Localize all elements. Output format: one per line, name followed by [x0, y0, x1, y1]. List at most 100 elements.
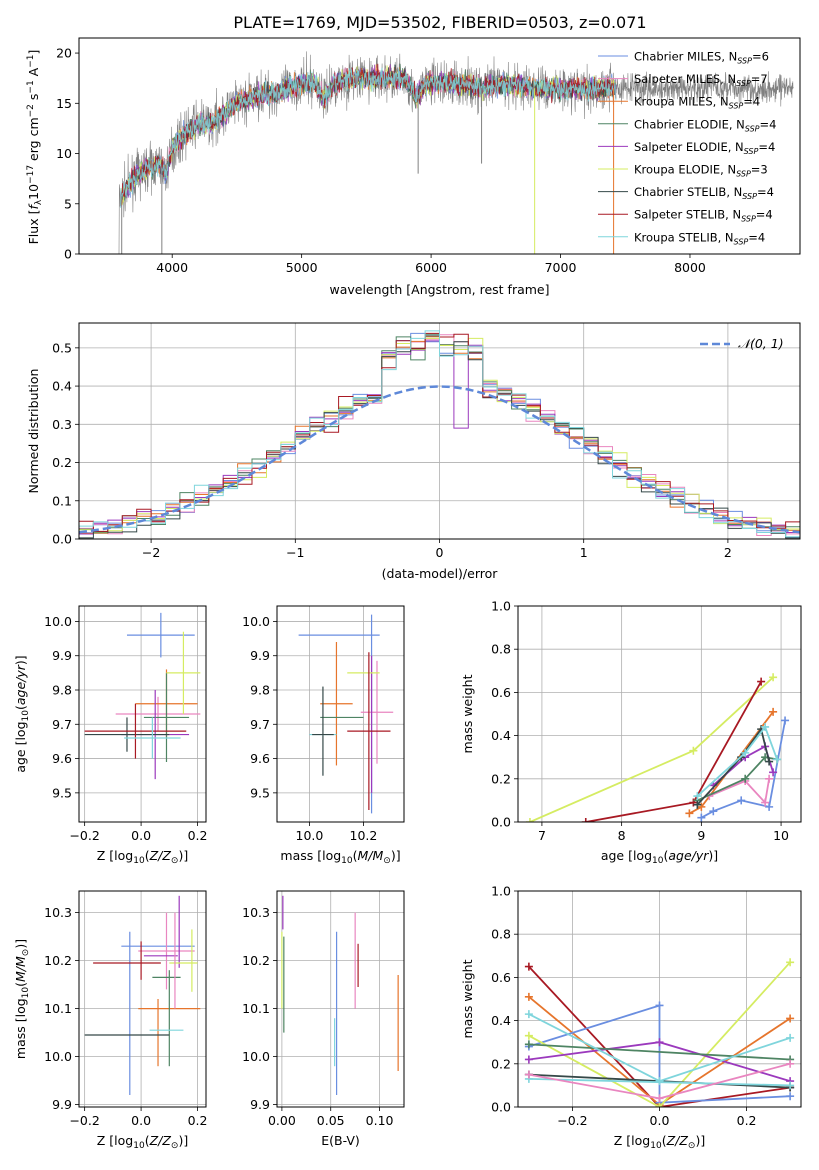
spectrum-frame [78, 37, 801, 255]
series-line [528, 1043, 791, 1061]
mass-vs-z-xlabel-part: ( [145, 1133, 150, 1148]
series-marker [761, 798, 770, 807]
series-chabrier_stelib [693, 725, 774, 809]
legend-label-tail: =4 [743, 95, 760, 109]
age-vs-z-xlabel-part: Z [log [97, 848, 133, 863]
histogram-ylabel: Normed distribution [26, 369, 41, 494]
series-marker [741, 774, 750, 783]
series-marker [524, 992, 533, 1001]
spectrum-ylabel-part: ] [26, 50, 41, 55]
series-marker [757, 677, 766, 686]
weight-vs-age-xlabel-part: ( [663, 848, 668, 863]
spectrum-ylabel-part: −1 [26, 80, 36, 93]
y-tick-label: 10.3 [44, 905, 72, 920]
age-vs-z-xlabel: Z [log10(Z/Z⊙)] [97, 848, 188, 866]
x-tick-label: 7000 [545, 260, 577, 275]
y-tick-label: 15 [56, 96, 72, 111]
age-vs-z-xlabel-part: )] [178, 848, 188, 863]
legend-entry-kroupa_elodie: Kroupa ELODIE, NSSP=3 [598, 163, 768, 179]
legend-label: Chabrier MILES, NSSP=6 [634, 50, 769, 66]
age-vs-z-plot [84, 612, 201, 780]
y-tick-label: 0.0 [491, 815, 511, 830]
weight-vs-z-xlabel-part: Z/Z [666, 1133, 689, 1148]
legend-label-tail: =3 [751, 163, 768, 177]
age-vs-z-frame [78, 605, 207, 823]
mass-vs-z-xlabel-part: )] [178, 1133, 188, 1148]
series-marker [655, 1094, 664, 1103]
y-tick-label: 9.9 [250, 1097, 270, 1112]
series-marker [524, 1010, 533, 1019]
series-salpeter_miles [705, 774, 774, 807]
x-tick-label: 10.0 [296, 828, 324, 843]
series-marker [655, 1103, 664, 1107]
series-marker [786, 1014, 795, 1023]
age-vs-z-ylabel-part: ( [13, 705, 28, 710]
series-marker [697, 813, 706, 822]
age-vs-mass-xlabel-part: M/M [358, 848, 384, 863]
series-marker [761, 722, 770, 731]
y-tick-label: 10 [56, 146, 72, 161]
legend-label-tail: =4 [760, 117, 777, 131]
series-line [528, 961, 791, 1107]
legend-label-main: Chabrier ELODIE, N [634, 117, 745, 131]
y-tick-label: 9.9 [52, 648, 72, 663]
y-tick-label: 0.2 [491, 1056, 511, 1071]
series-marker [765, 802, 774, 811]
x-tick-label: 0.0 [650, 1113, 670, 1128]
histogram-chabrier_stelib [79, 335, 800, 539]
histogram-legend: 𝒩(0, 1) [700, 336, 784, 351]
age-vs-z-ylabel-part: )] [13, 655, 28, 665]
mass-vs-z-xlabel-part: Z/Z [149, 1133, 172, 1148]
y-tick-label: 10.3 [242, 905, 270, 920]
y-tick-label: 10.1 [44, 1001, 72, 1016]
mass-vs-z-ylabel-part: mass [log [13, 998, 28, 1059]
weight-vs-age-xlabel-part: 10 [652, 856, 664, 866]
series-marker [786, 1092, 795, 1101]
mass-vs-z-axes: −0.2 0.0 0.2 9.9 10.0 10.1 10.2 10.3 [44, 891, 207, 1128]
legend-entry-salpeter_miles: Salpeter MILES, NSSP=7 [598, 72, 768, 88]
series-chabrier_elodie [524, 1040, 795, 1064]
series-salpeter_stelib [581, 677, 766, 822]
legend-label-main: Chabrier STELIB, N [634, 185, 742, 199]
series-marker [781, 716, 790, 725]
age-vs-mass-xlabel-part: ⊙ [383, 856, 391, 866]
y-tick-label: 0.0 [491, 1100, 511, 1115]
legend-label-sub: SSP [736, 79, 751, 88]
legend-label: Chabrier STELIB, NSSP=4 [634, 185, 774, 201]
errorbar-chabrier_stelib [84, 717, 170, 752]
series-marker [786, 1033, 795, 1042]
age-vs-z-ylabel-part: age [log [13, 721, 28, 772]
legend-label-tail: =4 [748, 230, 765, 244]
y-tick-label: 5 [64, 196, 72, 211]
mass-vs-z-frame [78, 890, 207, 1108]
errorbar-salpeter_stelib [84, 703, 187, 759]
legend-label-main: Salpeter STELIB, N [634, 208, 741, 222]
series-marker [741, 748, 750, 757]
weight-vs-age-xlabel: age [log10(age/yr)] [601, 848, 718, 866]
series-marker [773, 755, 782, 764]
mass-vs-ebv-axes: 0.00 0.05 0.10 9.9 10.0 10.1 10.2 10.3 [242, 891, 404, 1128]
series-line [697, 756, 778, 802]
age-vs-mass-plot [298, 614, 394, 814]
mass-vs-z-xlabel-part: Z [log [97, 1133, 133, 1148]
legend-label-sub: SSP [729, 102, 744, 111]
legend-entry-kroupa_stelib: Kroupa STELIB, NSSP=4 [598, 230, 765, 246]
series-kroupa_miles [685, 707, 778, 818]
x-tick-label: 4000 [156, 260, 188, 275]
series-marker [524, 1070, 533, 1079]
y-tick-label: 0 [64, 247, 72, 262]
y-tick-label: 0.1 [52, 493, 72, 508]
y-tick-label: 10.0 [242, 614, 270, 629]
x-tick-label: −0.2 [557, 1113, 587, 1128]
mass-vs-ebv-plot [281, 895, 399, 1095]
x-tick-label: 9 [697, 828, 705, 843]
errorbar-chabrier_elodie [143, 672, 190, 762]
y-tick-label: 10.0 [44, 1049, 72, 1064]
x-tick-label: 0.2 [188, 828, 208, 843]
y-tick-label: 9.7 [250, 717, 270, 732]
age-vs-mass-xlabel-part: ( [353, 848, 358, 863]
weight-vs-age-axes: 7 8 9 10 0.0 0.2 0.4 0.6 0.8 1.0 [491, 599, 801, 843]
weight-vs-z-xlabel-part: ( [662, 1133, 667, 1148]
y-tick-label: 0.4 [491, 728, 511, 743]
